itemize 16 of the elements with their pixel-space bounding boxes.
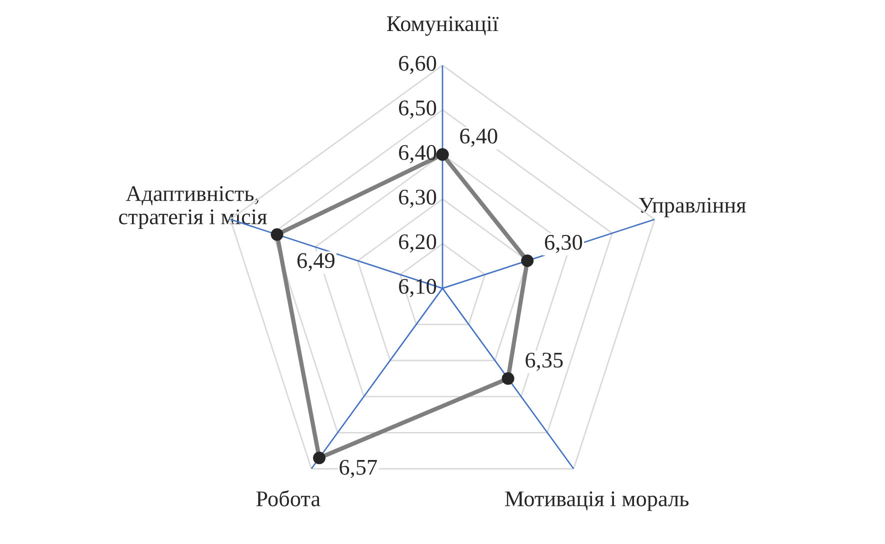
y-tick-label: 6,50 [399,100,436,119]
data-label: 6,35 [526,352,563,371]
spoke-label: Комунікації [387,16,499,36]
y-tick-label: 6,10 [399,278,436,298]
data-label: 6,30 [544,234,582,254]
y-tick-label: 6,60 [399,56,436,74]
y-tick-label: 6,30 [399,190,436,208]
spoke-label: Мотивація і мораль [505,491,689,511]
data-label: 6,57 [340,460,377,478]
spoke-label: Адаптивність, стратегія і місія [119,186,267,229]
spoke-label: Управління [638,198,746,218]
spoke-label: Робота [256,490,320,506]
data-label: 6,40 [460,128,498,147]
data-label: 6,49 [297,253,334,272]
y-tick-label: 6,20 [399,234,436,252]
y-tick-label: 6,40 [399,145,436,164]
